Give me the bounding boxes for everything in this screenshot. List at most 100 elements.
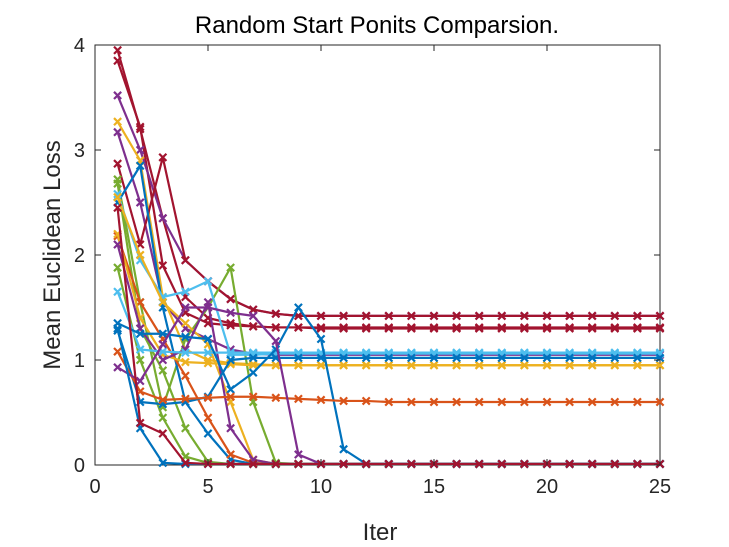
data-point [497,397,507,407]
data-point [294,450,303,459]
data-point [113,192,122,202]
data-point [294,459,303,469]
data-point [113,324,122,333]
data-point [248,459,258,469]
y-tick-label: 2 [74,245,85,267]
data-point [271,323,281,332]
series-line [116,60,660,329]
data-point [587,353,597,363]
data-point [158,429,168,438]
data-point [181,318,190,328]
data-point [610,323,620,332]
data-point [633,360,642,370]
series-12 [113,231,665,469]
data-point [565,397,574,407]
data-point [271,459,281,469]
data-point [113,127,122,137]
data-point [520,360,529,370]
series-22 [113,203,665,469]
series-13 [113,229,665,370]
data-point [384,360,394,370]
data-point [407,360,416,370]
x-tick-label: 15 [423,476,445,498]
data-point [271,309,281,319]
series-line [116,233,660,367]
data-point [407,397,416,407]
data-point [203,276,213,286]
data-point [361,396,371,406]
y-tick-label: 4 [74,35,85,57]
data-point [361,323,371,332]
data-point [542,311,552,321]
data-point [294,303,303,312]
series-line [116,49,660,330]
data-point [226,348,235,358]
data-point [361,459,371,469]
data-point [135,355,145,365]
series-line [116,235,660,466]
data-point [384,397,394,407]
data-point [429,311,439,321]
data-point [113,203,122,213]
data-point [520,397,529,407]
data-point [294,323,303,332]
data-point [633,353,642,363]
series-5 [113,117,665,370]
data-point [158,261,168,270]
data-point [542,360,552,370]
series-line [116,193,660,356]
x-tick-label: 20 [536,476,558,498]
data-point [565,360,574,370]
data-point [610,459,620,469]
data-point [248,353,258,363]
data-point [181,332,190,342]
data-point [474,311,484,321]
data-point [181,371,190,381]
data-point [339,459,348,469]
data-point [113,287,122,297]
data-point [135,145,145,155]
data-point [203,334,213,344]
data-point [135,329,145,339]
data-point [248,392,258,402]
x-tick-label: 10 [310,476,332,498]
data-point [587,360,597,370]
data-point [452,353,461,363]
data-point [248,368,258,377]
data-point [113,240,122,249]
data-point [497,311,507,321]
data-point [452,397,461,407]
data-point [113,179,122,188]
data-point [520,459,529,469]
data-point [271,393,281,403]
data-point [384,353,394,363]
data-point [158,339,168,349]
data-point [497,353,507,363]
data-point [316,353,326,363]
data-point [610,353,620,363]
data-point [181,303,190,312]
data-point [158,458,168,468]
data-point [542,323,552,332]
data-point [452,311,461,321]
series-line [117,306,660,466]
series-7 [113,175,665,469]
data-point [452,360,461,370]
data-point [633,397,642,407]
data-point [474,459,484,469]
data-point [181,394,190,404]
data-point [226,294,235,304]
series-line [116,330,660,406]
x-tick-label: 0 [89,476,100,498]
y-axis-label: Mean Euclidean Loss [39,140,66,369]
data-point [271,336,281,346]
data-point [610,397,620,407]
data-point [135,297,145,307]
series-line [116,328,660,466]
data-point [158,355,168,365]
data-point [135,198,145,207]
data-point [497,360,507,370]
x-axis-label: Iter [363,519,398,546]
data-point [655,397,665,407]
series-11 [113,192,665,469]
